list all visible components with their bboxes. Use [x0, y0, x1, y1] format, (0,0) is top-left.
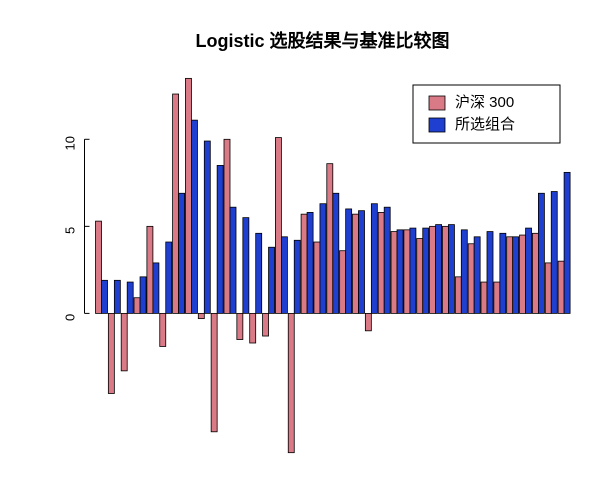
svg-text:沪深 300: 沪深 300 [455, 94, 514, 111]
svg-text:0: 0 [63, 314, 78, 321]
svg-text:10: 10 [63, 136, 78, 150]
svg-text:5: 5 [63, 227, 78, 234]
svg-text:所选组合: 所选组合 [455, 116, 515, 133]
